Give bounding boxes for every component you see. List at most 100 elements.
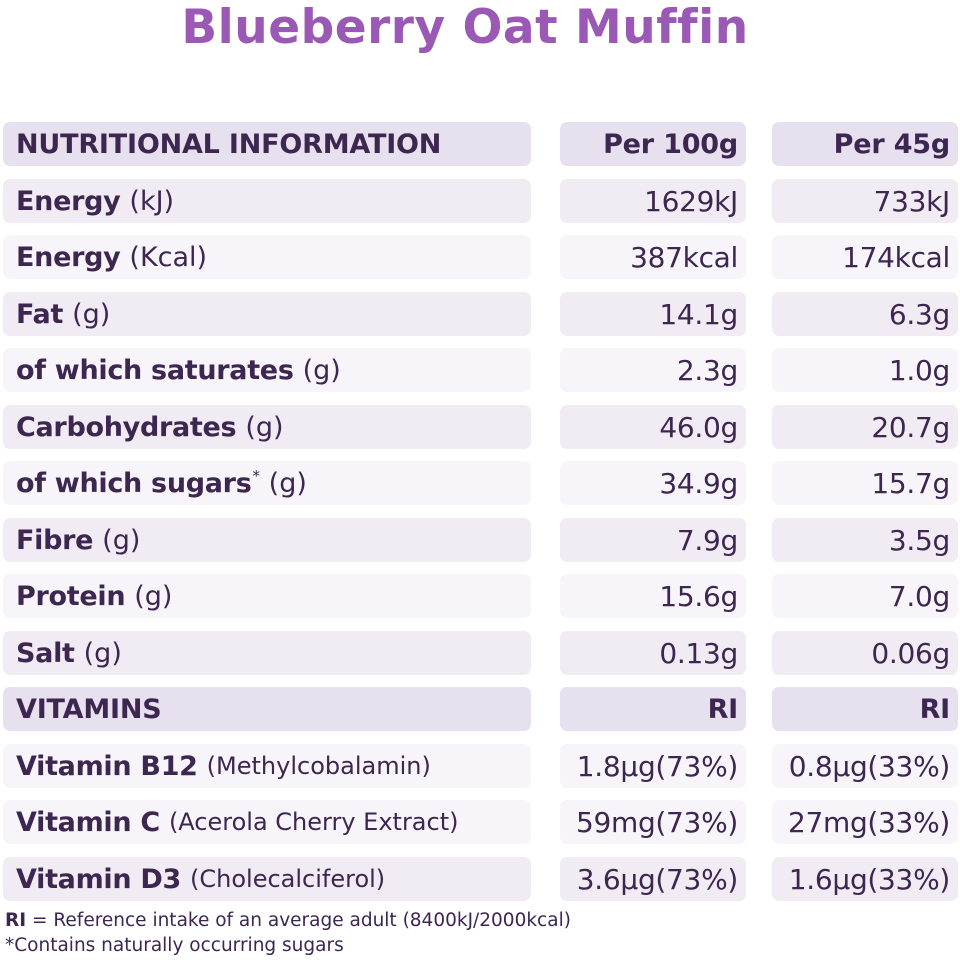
nutrient-unit: (g) [245,411,284,443]
perserving-value: 0.8μg(33%) [788,749,951,783]
perserving-value: 1.6μg(33%) [788,862,951,896]
nutrient-name: Fibre [16,524,94,556]
nutrient-label-cell: Protein (g) [3,574,531,618]
per100-cell: 15.6g [560,574,746,618]
perserving-value: 7.0g [888,579,950,613]
per100-value: 7.9g [676,523,738,557]
perserving-value: 733kJ [873,184,951,218]
perserving-cell: 174kcal [772,235,958,279]
nutrient-name: Energy [16,241,121,273]
per100-value: 59mg(73%) [575,805,738,839]
table-row: Energy (kJ) 1629kJ 733kJ [3,179,959,223]
nutrient-unit: (g) [102,524,141,556]
perserving-cell: 6.3g [772,292,958,336]
per100-cell: 14.1g [560,292,746,336]
nutrient-name-text: of which sugars [16,468,252,499]
perserving-cell: 3.5g [772,518,958,562]
vitamin-label-cell: Vitamin C (Acerola Cherry Extract) [3,800,531,844]
vitamin-source: (Cholecalciferol) [190,865,386,893]
table-row: Fibre (g) 7.9g 3.5g [3,518,959,562]
nutrient-name: of which saturates [16,354,294,386]
per100-value: 0.13g [659,636,738,670]
header-per100-cell: Per 100g [560,122,746,166]
table-row: Protein (g) 15.6g 7.0g [3,574,959,618]
ri-key: RI [5,910,27,931]
perserving-cell: 0.8μg(33%) [772,744,958,788]
nutrient-unit: (kJ) [129,185,175,217]
perserving-cell: 15.7g [772,461,958,505]
perserving-value: 15.7g [871,466,950,500]
nutrient-label-cell: of which sugars* (g) [3,461,531,505]
vitamins-header-ri: RI [707,693,739,725]
vitamin-label-cell: Vitamin D3 (Cholecalciferol) [3,857,531,901]
vitamin-row: Vitamin B12 (Methylcobalamin) 1.8μg(73%) … [3,744,959,788]
vitamins-header-label-cell: VITAMINS [3,687,531,731]
footnotes: RI = Reference intake of an average adul… [5,908,571,958]
per100-cell: 34.9g [560,461,746,505]
per100-cell: 2.3g [560,348,746,392]
vitamins-header-ri-cell: RI [772,687,958,731]
perserving-value: 6.3g [888,297,950,331]
table-header-row: NUTRITIONAL INFORMATION Per 100g Per 45g [3,122,959,166]
per100-value: 14.1g [659,297,738,331]
vitamin-name: Vitamin B12 [16,750,198,782]
per100-cell: 59mg(73%) [560,800,746,844]
table-row: Fat (g) 14.1g 6.3g [3,292,959,336]
nutrient-label-cell: Fibre (g) [3,518,531,562]
perserving-cell: 20.7g [772,405,958,449]
perserving-value: 1.0g [888,353,950,387]
per100-cell: 1.8μg(73%) [560,744,746,788]
nutrient-name: Protein [16,580,126,612]
per100-value: 2.3g [676,353,738,387]
nutrient-unit: (g) [83,637,122,669]
perserving-value: 27mg(33%) [787,805,950,839]
per100-cell: 46.0g [560,405,746,449]
perserving-value: 0.06g [871,636,950,670]
header-label: NUTRITIONAL INFORMATION [16,128,442,160]
nutrient-name: Carbohydrates [16,411,237,443]
vitamins-header-label: VITAMINS [16,693,162,725]
nutrient-name: Salt [16,637,75,669]
vitamins-header-ri: RI [919,693,951,725]
ri-definition: Reference intake of an average adult (84… [53,910,571,931]
ri-separator: = [26,910,54,931]
per100-cell: 1629kJ [560,179,746,223]
perserving-cell: 1.0g [772,348,958,392]
per100-value: 1629kJ [644,184,738,218]
vitamin-source: (Methylcobalamin) [206,752,431,780]
per100-value: 15.6g [659,579,738,613]
sugars-footnote: *Contains naturally occurring sugars [5,935,344,956]
per100-cell: 3.6μg(73%) [560,857,746,901]
nutrient-label-cell: Energy (kJ) [3,179,531,223]
perserving-value: 20.7g [871,410,950,444]
vitamin-source: (Acerola Cherry Extract) [168,808,459,836]
per100-value: 3.6μg(73%) [576,862,739,896]
vitamin-name: Vitamin C [16,806,160,838]
nutrient-label-cell: Energy (Kcal) [3,235,531,279]
per100-value: 34.9g [659,466,738,500]
per100-value: 1.8μg(73%) [576,749,739,783]
vitamin-label-cell: Vitamin B12 (Methylcobalamin) [3,744,531,788]
nutrient-unit: (g) [268,467,307,499]
product-title: Blueberry Oat Muffin [181,0,749,55]
nutrient-label-cell: of which saturates (g) [3,348,531,392]
vitamin-name: Vitamin D3 [16,863,182,895]
vitamins-header-row: VITAMINS RI RI [3,687,959,731]
table-row: Energy (Kcal) 387kcal 174kcal [3,235,959,279]
nutrient-unit: (g) [302,354,341,386]
nutrient-unit: (Kcal) [129,241,208,273]
table-row: of which saturates (g) 2.3g 1.0g [3,348,959,392]
table-row: Salt (g) 0.13g 0.06g [3,631,959,675]
table-row: of which sugars* (g) 34.9g 15.7g [3,461,959,505]
footnote-marker: * [252,467,260,485]
perserving-value: 3.5g [888,523,950,557]
nutrient-label-cell: Fat (g) [3,292,531,336]
perserving-cell: 733kJ [772,179,958,223]
nutrient-unit: (g) [72,298,111,330]
per100-cell: 0.13g [560,631,746,675]
vitamins-header-ri-cell: RI [560,687,746,731]
vitamin-row: Vitamin C (Acerola Cherry Extract) 59mg(7… [3,800,959,844]
perserving-cell: 7.0g [772,574,958,618]
per100-value: 387kcal [630,240,738,274]
perserving-value: 174kcal [842,240,950,274]
